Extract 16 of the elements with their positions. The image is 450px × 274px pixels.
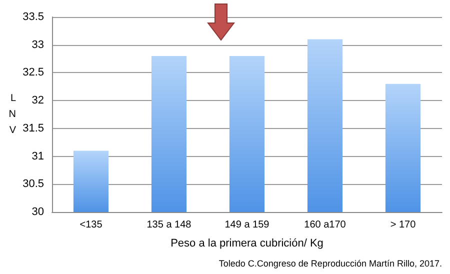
- y-tick-label: 30: [32, 206, 44, 218]
- y-axis-title: LNV: [8, 93, 16, 136]
- x-axis-title: Peso a la primera cubrición/ Kg: [170, 238, 324, 250]
- y-tick-label: 31: [32, 150, 44, 162]
- x-tick-label: > 170: [390, 220, 416, 230]
- x-tick-label: 135 a 148: [146, 220, 192, 230]
- y-tick-label: 31.5: [22, 122, 44, 134]
- y-tick-label: 30.5: [22, 178, 44, 190]
- x-tick-label: 160 a170: [304, 220, 346, 230]
- y-tick-label: 33.5: [22, 11, 44, 23]
- x-tick-label: 149 a 159: [224, 220, 270, 230]
- y-tick-label: 33: [32, 38, 44, 51]
- x-tick-label: <135: [80, 220, 103, 230]
- y-tick-label: 32.5: [22, 66, 44, 79]
- y-tick-label: 32: [32, 94, 44, 107]
- text: Toledo C.Congreso de Reproducción Martín Rillo, 2017.: [218, 258, 442, 268]
